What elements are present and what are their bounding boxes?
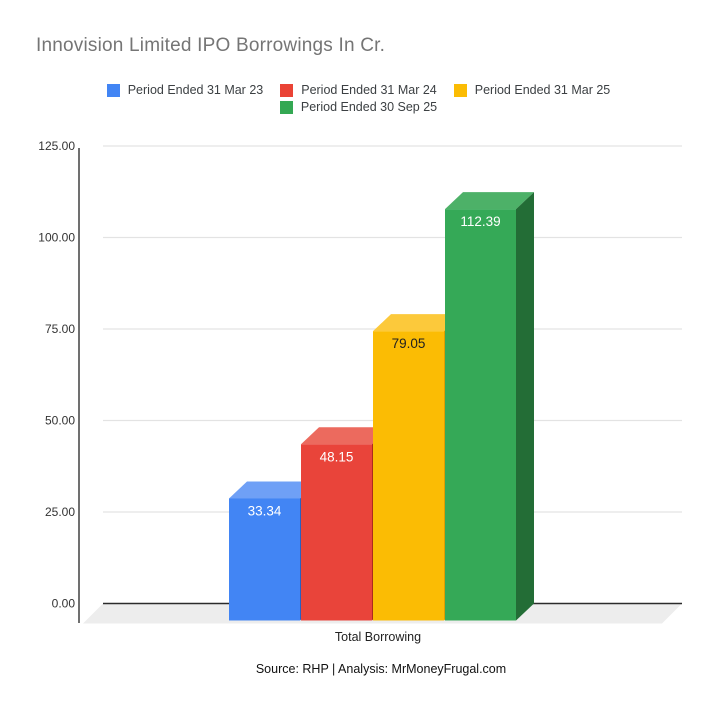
bar-front-face xyxy=(373,331,444,621)
legend-item-period-31-mar-25: Period Ended 31 Mar 25 xyxy=(453,83,611,97)
legend-item-period-30-sep-25: Period Ended 30 Sep 25 xyxy=(279,100,438,114)
bar-front-face xyxy=(229,498,300,621)
legend: Period Ended 31 Mar 23 Period Ended 31 M… xyxy=(0,84,717,114)
bar-front-face xyxy=(445,209,516,621)
bar-value-label: 33.34 xyxy=(248,503,282,518)
legend-swatch-icon xyxy=(453,84,467,97)
bar-top-face xyxy=(229,481,318,499)
chart-title: Innovision Limited IPO Borrowings In Cr. xyxy=(36,35,386,56)
legend-item-period-31-mar-24: Period Ended 31 Mar 24 xyxy=(280,84,437,97)
bar-value-label: 112.39 xyxy=(460,214,500,229)
legend-item-label: Period Ended 31 Mar 23 xyxy=(127,83,264,97)
bar-front-face xyxy=(301,444,372,621)
bar-top-face xyxy=(445,192,534,210)
source-caption: Source: RHP | Analysis: MrMoneyFrugal.co… xyxy=(255,662,507,676)
legend-swatch-icon xyxy=(106,84,120,97)
legend-swatch-icon xyxy=(279,101,293,114)
legend-item-label: Period Ended 30 Sep 25 xyxy=(300,100,438,114)
bar-top-face xyxy=(373,314,462,332)
y-tick-label: 100.00 xyxy=(38,231,75,245)
legend-item-label: Period Ended 31 Mar 24 xyxy=(301,83,437,97)
x-axis-label: Total Borrowing xyxy=(334,630,422,644)
bar-value-label: 48.15 xyxy=(320,449,354,464)
legend-swatch-icon xyxy=(280,84,294,97)
y-tick-label: 25.00 xyxy=(45,505,75,519)
legend-item-period-31-mar-23: Period Ended 31 Mar 23 xyxy=(106,83,264,97)
y-tick-label: 125.00 xyxy=(38,139,75,153)
bar-top-face xyxy=(301,427,390,445)
y-tick-label: 0.00 xyxy=(52,597,76,611)
legend-row-1: Period Ended 31 Mar 23 Period Ended 31 M… xyxy=(0,84,717,97)
bar-value-label: 79.05 xyxy=(392,336,426,351)
legend-item-label: Period Ended 31 Mar 25 xyxy=(474,83,611,97)
bar-side-face xyxy=(516,192,534,621)
y-tick-label: 50.00 xyxy=(45,414,75,428)
legend-row-2: Period Ended 30 Sep 25 xyxy=(0,101,717,114)
y-tick-label: 75.00 xyxy=(45,322,75,336)
